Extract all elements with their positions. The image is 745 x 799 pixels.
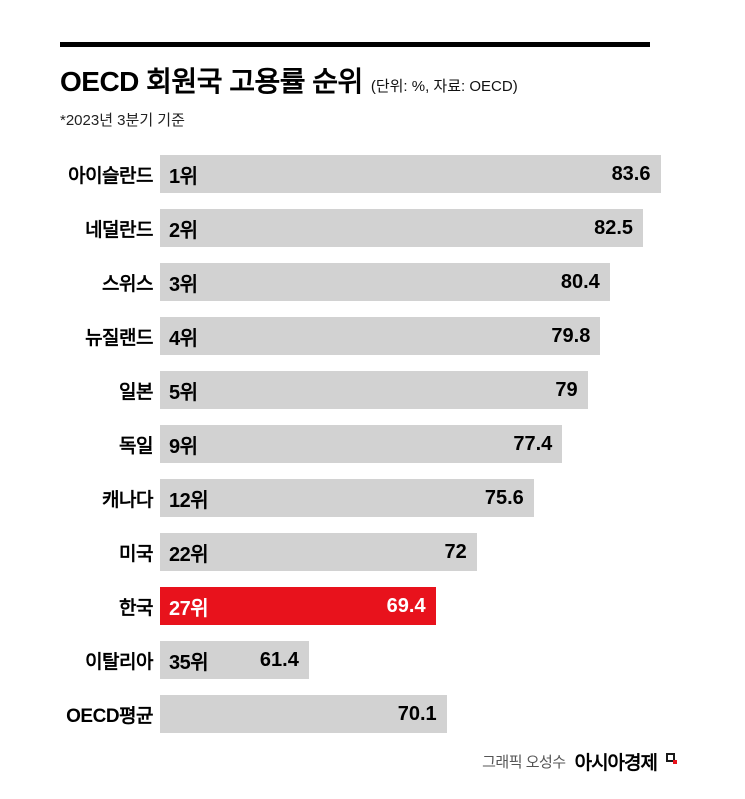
rank-label: 22위	[169, 543, 209, 566]
chart-row: 캐나다 12위 75.6	[60, 479, 670, 517]
value-label: 70.1	[397, 702, 437, 725]
bar-track: 35위 61.4	[160, 641, 670, 679]
bar-chart: 아이슬란드 1위 83.6 네덜란드 2위 82.5 스위스 3위 80.4 뉴…	[60, 155, 670, 733]
country-label: 스위스	[102, 273, 153, 295]
bar-track: 22위 72	[160, 533, 670, 571]
rank-label: 27위	[169, 597, 209, 620]
bar: 12위 75.6	[160, 479, 534, 517]
bar: 3위 80.4	[160, 263, 610, 301]
rank-label: 4위	[169, 327, 198, 350]
bar: 35위 61.4	[160, 641, 309, 679]
chart-header: OECD 회원국 고용률 순위 (단위: %, 자료: OECD) *2023년…	[60, 42, 670, 130]
brand-name: 아시아경제	[574, 753, 658, 774]
country-label: 뉴질랜드	[85, 327, 153, 349]
chart-row: OECD평균 70.1	[60, 695, 670, 733]
bar: 22위 72	[160, 533, 477, 571]
subtitle: *2023년 3분기 기준	[60, 112, 185, 129]
chart-row: 뉴질랜드 4위 79.8	[60, 317, 670, 355]
country-label: 한국	[119, 597, 153, 619]
value-label: 79.8	[551, 324, 591, 347]
chart-row: 한국 27위 69.4	[60, 587, 670, 625]
value-label: 61.4	[259, 648, 299, 671]
rank-label: 3위	[169, 273, 198, 296]
rank-label: 12위	[169, 489, 209, 512]
country-label: 캐나다	[102, 489, 153, 511]
country-label: 미국	[119, 543, 153, 565]
country-label: 독일	[119, 435, 153, 457]
title-line: OECD 회원국 고용률 순위 (단위: %, 자료: OECD)	[60, 60, 670, 100]
bar-track: 4위 79.8	[160, 317, 670, 355]
value-label: 69.4	[386, 594, 426, 617]
value-label: 79	[555, 378, 578, 401]
chart-row: 네덜란드 2위 82.5	[60, 209, 670, 247]
credit-text: 그래픽 오성수	[482, 754, 566, 771]
rank-label: 5위	[169, 381, 198, 404]
rank-label: 35위	[169, 651, 209, 674]
country-label: 네덜란드	[85, 219, 153, 241]
chart-row: 스위스 3위 80.4	[60, 263, 670, 301]
value-label: 82.5	[594, 216, 634, 239]
chart-row: 아이슬란드 1위 83.6	[60, 155, 670, 193]
bar-track: 3위 80.4	[160, 263, 670, 301]
country-label: OECD평균	[66, 705, 153, 727]
bar: 70.1	[160, 695, 447, 733]
asiae-logo-icon	[666, 753, 677, 764]
bar-track: 2위 82.5	[160, 209, 670, 247]
rank-label: 2위	[169, 219, 198, 242]
value-label: 77.4	[513, 432, 553, 455]
value-label: 72	[444, 540, 467, 563]
country-label: 아이슬란드	[68, 165, 153, 187]
footer: 그래픽 오성수 아시아경제	[482, 748, 677, 775]
bar: 9위 77.4	[160, 425, 563, 463]
country-label: 일본	[119, 381, 153, 403]
rank-label: 1위	[169, 165, 198, 188]
bar: 2위 82.5	[160, 209, 644, 247]
bar-track: 5위 79	[160, 371, 670, 409]
bar-track: 12위 75.6	[160, 479, 670, 517]
bar-track: 9위 77.4	[160, 425, 670, 463]
bar-track: 1위 83.6	[160, 155, 670, 193]
bar: 1위 83.6	[160, 155, 661, 193]
title-note: (단위: %, 자료: OECD)	[370, 78, 518, 95]
value-label: 80.4	[560, 270, 600, 293]
bar-track: 70.1	[160, 695, 670, 733]
chart-row: 일본 5위 79	[60, 371, 670, 409]
country-label: 이탈리아	[85, 651, 153, 673]
rank-label: 9위	[169, 435, 198, 458]
top-rule	[60, 42, 650, 47]
bar: 5위 79	[160, 371, 588, 409]
chart-row: 독일 9위 77.4	[60, 425, 670, 463]
chart-row: 미국 22위 72	[60, 533, 670, 571]
bar: 4위 79.8	[160, 317, 601, 355]
value-label: 75.6	[484, 486, 524, 509]
bar: 27위 69.4	[160, 587, 436, 625]
bar-track: 27위 69.4	[160, 587, 670, 625]
chart-row: 이탈리아 35위 61.4	[60, 641, 670, 679]
page-title: OECD 회원국 고용률 순위	[60, 66, 363, 97]
value-label: 83.6	[611, 162, 651, 185]
